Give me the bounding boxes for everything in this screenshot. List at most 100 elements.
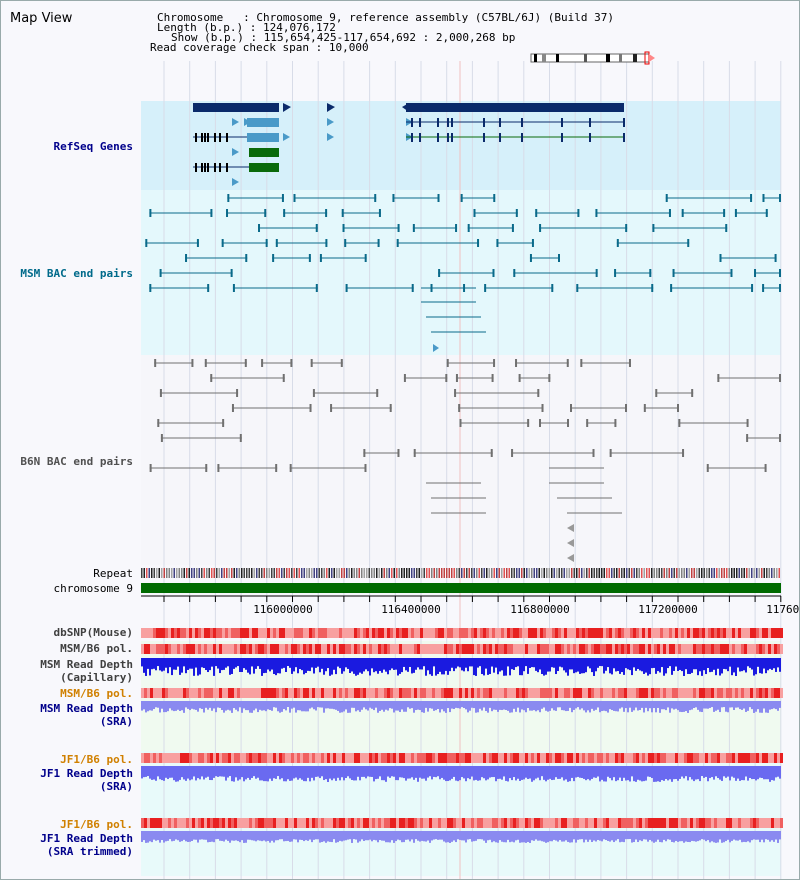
dbsnp-bar <box>363 628 366 638</box>
track-label-refseq[interactable]: RefSeq Genes <box>53 140 133 153</box>
jf1-b6-pol-bar <box>222 818 225 828</box>
msm-b6-pol-bar <box>609 644 612 654</box>
jf1-depth-trimmed-bar <box>163 831 165 843</box>
jf1-depth-trimmed-bar <box>281 831 283 840</box>
msm-b6-pol-bar <box>396 644 399 654</box>
jf1-depth-sra-bar <box>587 766 589 780</box>
msm-b6-pol-bar <box>579 688 582 698</box>
jf1-b6-pol-bar <box>621 818 624 828</box>
jf1-depth-trimmed-bar <box>207 831 209 843</box>
jf1-depth-trimmed-bar <box>459 831 461 840</box>
dbsnp-bar <box>603 628 606 638</box>
dbsnp-bar <box>768 628 771 638</box>
jf1-b6-pol-bar <box>279 818 282 828</box>
jf1-depth-sra-bar <box>707 766 709 782</box>
jf1-b6-pol-bar <box>573 753 576 763</box>
msm-depth-capillary-bar <box>355 658 357 676</box>
b6n-bac-pair-end <box>204 359 207 367</box>
dbsnp-bar <box>486 628 489 638</box>
repeat-element <box>596 568 598 578</box>
jf1-depth-sra-bar <box>649 766 651 777</box>
jf1-depth-sra-bar <box>667 766 669 781</box>
msm-b6-pol-bar <box>243 688 246 698</box>
jf1-depth-sra-bar <box>143 766 145 778</box>
msm-depth-capillary-bar <box>145 658 147 676</box>
repeat-element <box>711 568 713 578</box>
repeat-element <box>553 568 555 578</box>
repeat-element <box>321 568 323 578</box>
jf1-depth-trimmed-bar <box>541 831 543 842</box>
msm-bac-pair-end <box>283 209 286 217</box>
msm-b6-pol-bar <box>474 644 477 654</box>
msm-b6-pol-bar <box>684 644 687 654</box>
msm-depth-sra-bar <box>437 701 439 710</box>
msm-depth-capillary-bar <box>649 658 651 675</box>
jf1-depth-trimmed-bar <box>255 831 257 842</box>
msm-depth-sra-bar <box>507 701 509 711</box>
msm-depth-capillary-bar <box>727 658 729 672</box>
msm-b6-pol-bar <box>486 644 489 654</box>
dbsnp-bar <box>417 628 420 638</box>
dbsnp-bar <box>621 628 624 638</box>
msm-depth-capillary-bar <box>421 658 423 670</box>
msm-depth-capillary-bar <box>657 658 659 672</box>
repeat-element <box>681 568 683 578</box>
dbsnp-bar <box>618 628 621 638</box>
jf1-b6-pol-bar <box>342 753 345 763</box>
msm-b6-pol-bar <box>492 688 495 698</box>
jf1-depth-trimmed-bar <box>475 831 477 841</box>
jf1-b6-pol-bar <box>186 818 189 828</box>
msm-b6-pol-bar <box>210 644 213 654</box>
track-label-msm-bac[interactable]: MSM BAC end pairs <box>20 267 133 280</box>
msm-depth-sra-bar <box>587 701 589 711</box>
jf1-depth-sra-bar <box>535 766 537 779</box>
repeat-element <box>573 568 575 578</box>
track-label-b6n-bac[interactable]: B6N BAC end pairs <box>20 455 133 468</box>
jf1-depth-sra-bar <box>235 766 237 778</box>
msm-b6-pol-bar <box>660 688 663 698</box>
repeat-element <box>318 568 320 578</box>
gene-exon <box>219 133 221 142</box>
msm-depth-sra-bar <box>173 701 175 712</box>
msm-b6-pol-bar <box>639 644 642 654</box>
jf1-depth-trimmed-bar <box>751 831 753 841</box>
msm-depth-capillary-bar <box>695 658 697 670</box>
repeat-element <box>253 568 255 578</box>
jf1-depth-sra-bar <box>205 766 207 778</box>
track-label-chromosome: chromosome 9 <box>53 582 133 595</box>
jf1-depth-sra-bar <box>647 766 649 777</box>
repeat-element <box>718 568 720 578</box>
gene-exon <box>483 133 485 142</box>
b6n-bac-pair-end <box>746 434 749 442</box>
jf1-depth-sra-bar <box>161 766 163 781</box>
msm-depth-sra-bar <box>309 701 311 709</box>
jf1-depth-sra-bar <box>617 766 619 781</box>
msm-depth-capillary-bar <box>213 658 215 676</box>
jf1-b6-pol-bar <box>750 753 753 763</box>
msm-depth-sra-bar <box>699 701 701 712</box>
msm-b6-pol-bar <box>507 688 510 698</box>
msm-b6-pol-bar <box>669 688 672 698</box>
msm-b6-pol-bar <box>435 688 438 698</box>
jf1-b6-pol-bar <box>426 818 429 828</box>
msm-b6-pol-bar <box>471 688 474 698</box>
msm-b6-pol-bar <box>621 644 624 654</box>
dbsnp-bar <box>573 628 576 638</box>
msm-depth-sra-bar <box>511 701 513 713</box>
msm-b6-pol-bar <box>777 644 780 654</box>
repeat-element <box>723 568 725 578</box>
dbsnp-bar <box>204 628 207 638</box>
dbsnp-bar <box>300 628 303 638</box>
jf1-depth-trimmed-bar <box>547 831 549 843</box>
msm-b6-pol-bar <box>750 644 753 654</box>
dbsnp-bar <box>186 628 189 638</box>
jf1-depth-sra-bar <box>181 766 183 778</box>
jf1-depth-trimmed-bar <box>193 831 195 840</box>
jf1-depth-sra-bar <box>551 766 553 781</box>
msm-depth-sra-bar <box>577 701 579 708</box>
msm-bac-pair-end <box>281 194 284 202</box>
jf1-b6-pol-bar <box>444 818 447 828</box>
msm-b6-pol-bar <box>747 644 750 654</box>
jf1-depth-sra-bar <box>509 766 511 779</box>
